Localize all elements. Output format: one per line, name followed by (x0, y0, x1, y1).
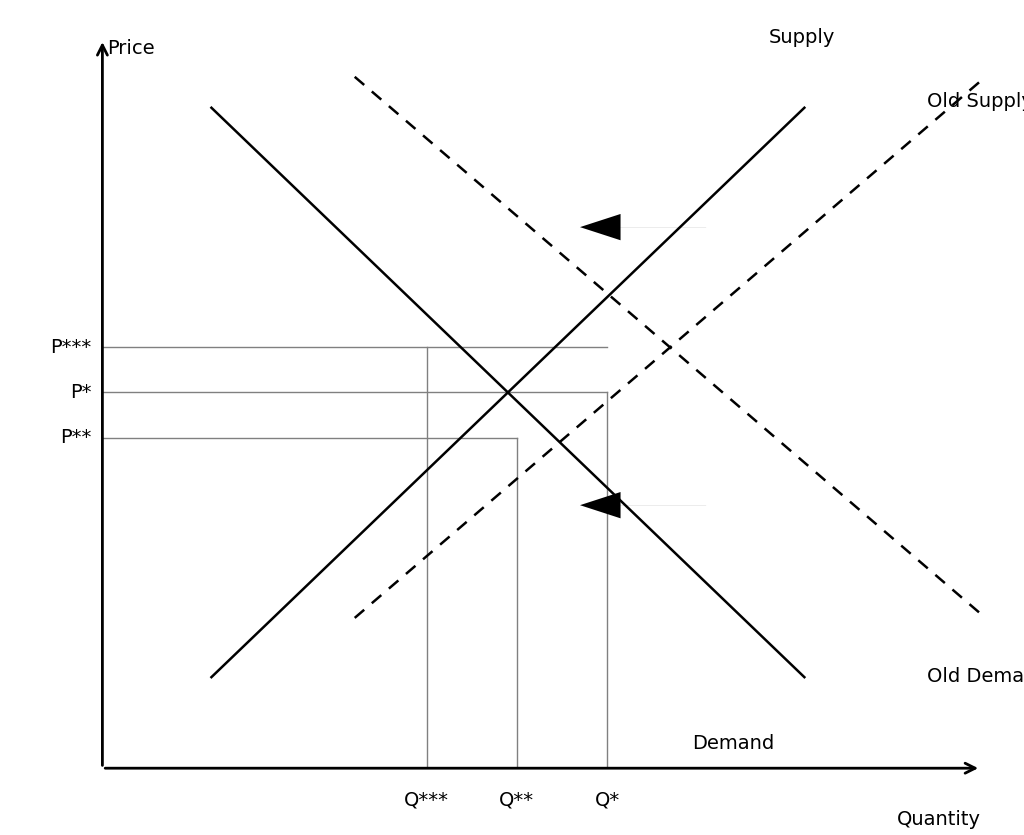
Text: Price: Price (106, 39, 155, 58)
Text: P***: P*** (50, 338, 91, 357)
FancyArrow shape (580, 492, 707, 519)
Text: P**: P** (60, 428, 91, 447)
Text: Q*: Q* (594, 791, 620, 810)
Text: Old Demand: Old Demand (927, 666, 1024, 686)
Text: Quantity: Quantity (897, 810, 981, 828)
Text: Old Supply: Old Supply (927, 92, 1024, 111)
Text: Supply: Supply (769, 28, 836, 47)
Text: Demand: Demand (692, 734, 774, 753)
Text: Q**: Q** (500, 791, 535, 810)
Text: P*: P* (70, 383, 91, 402)
Text: Q***: Q*** (404, 791, 450, 810)
FancyArrow shape (580, 214, 707, 240)
